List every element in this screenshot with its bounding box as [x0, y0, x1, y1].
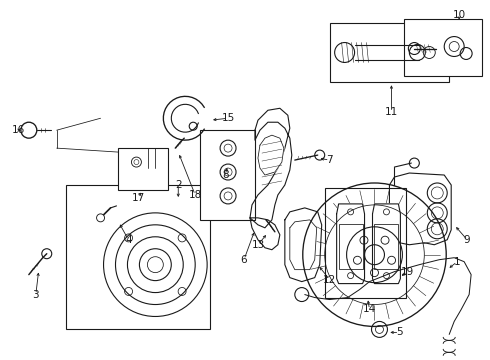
Text: 16: 16 [12, 125, 25, 135]
Text: 11: 11 [385, 107, 398, 117]
Text: 14: 14 [363, 305, 376, 315]
Polygon shape [372, 204, 400, 284]
Bar [339, 224, 363, 269]
Text: 15: 15 [221, 113, 235, 123]
Bar [374, 224, 398, 269]
Text: 1: 1 [454, 257, 461, 267]
Text: 3: 3 [32, 289, 39, 300]
Text: 5: 5 [396, 327, 403, 337]
Bar [404, 19, 482, 76]
Polygon shape [390, 173, 451, 245]
Bar [325, 188, 406, 298]
Circle shape [97, 214, 104, 222]
Text: 12: 12 [323, 275, 336, 285]
Text: 9: 9 [464, 235, 470, 245]
Text: 8: 8 [222, 170, 228, 180]
Polygon shape [337, 204, 365, 284]
Text: 6: 6 [241, 255, 247, 265]
Polygon shape [250, 218, 280, 250]
Polygon shape [290, 220, 317, 270]
Text: 19: 19 [401, 267, 414, 276]
Text: 18: 18 [189, 190, 202, 200]
Polygon shape [250, 108, 292, 228]
Polygon shape [258, 135, 284, 175]
Text: 17: 17 [132, 193, 145, 203]
Bar [330, 23, 449, 82]
Bar [66, 185, 210, 329]
Text: 10: 10 [453, 10, 466, 20]
Text: 2: 2 [175, 180, 182, 190]
Polygon shape [285, 208, 322, 282]
Bar [119, 148, 168, 190]
Text: 4: 4 [125, 235, 132, 245]
Text: 7: 7 [326, 155, 333, 165]
Text: 13: 13 [251, 240, 265, 250]
Bar [200, 130, 255, 220]
